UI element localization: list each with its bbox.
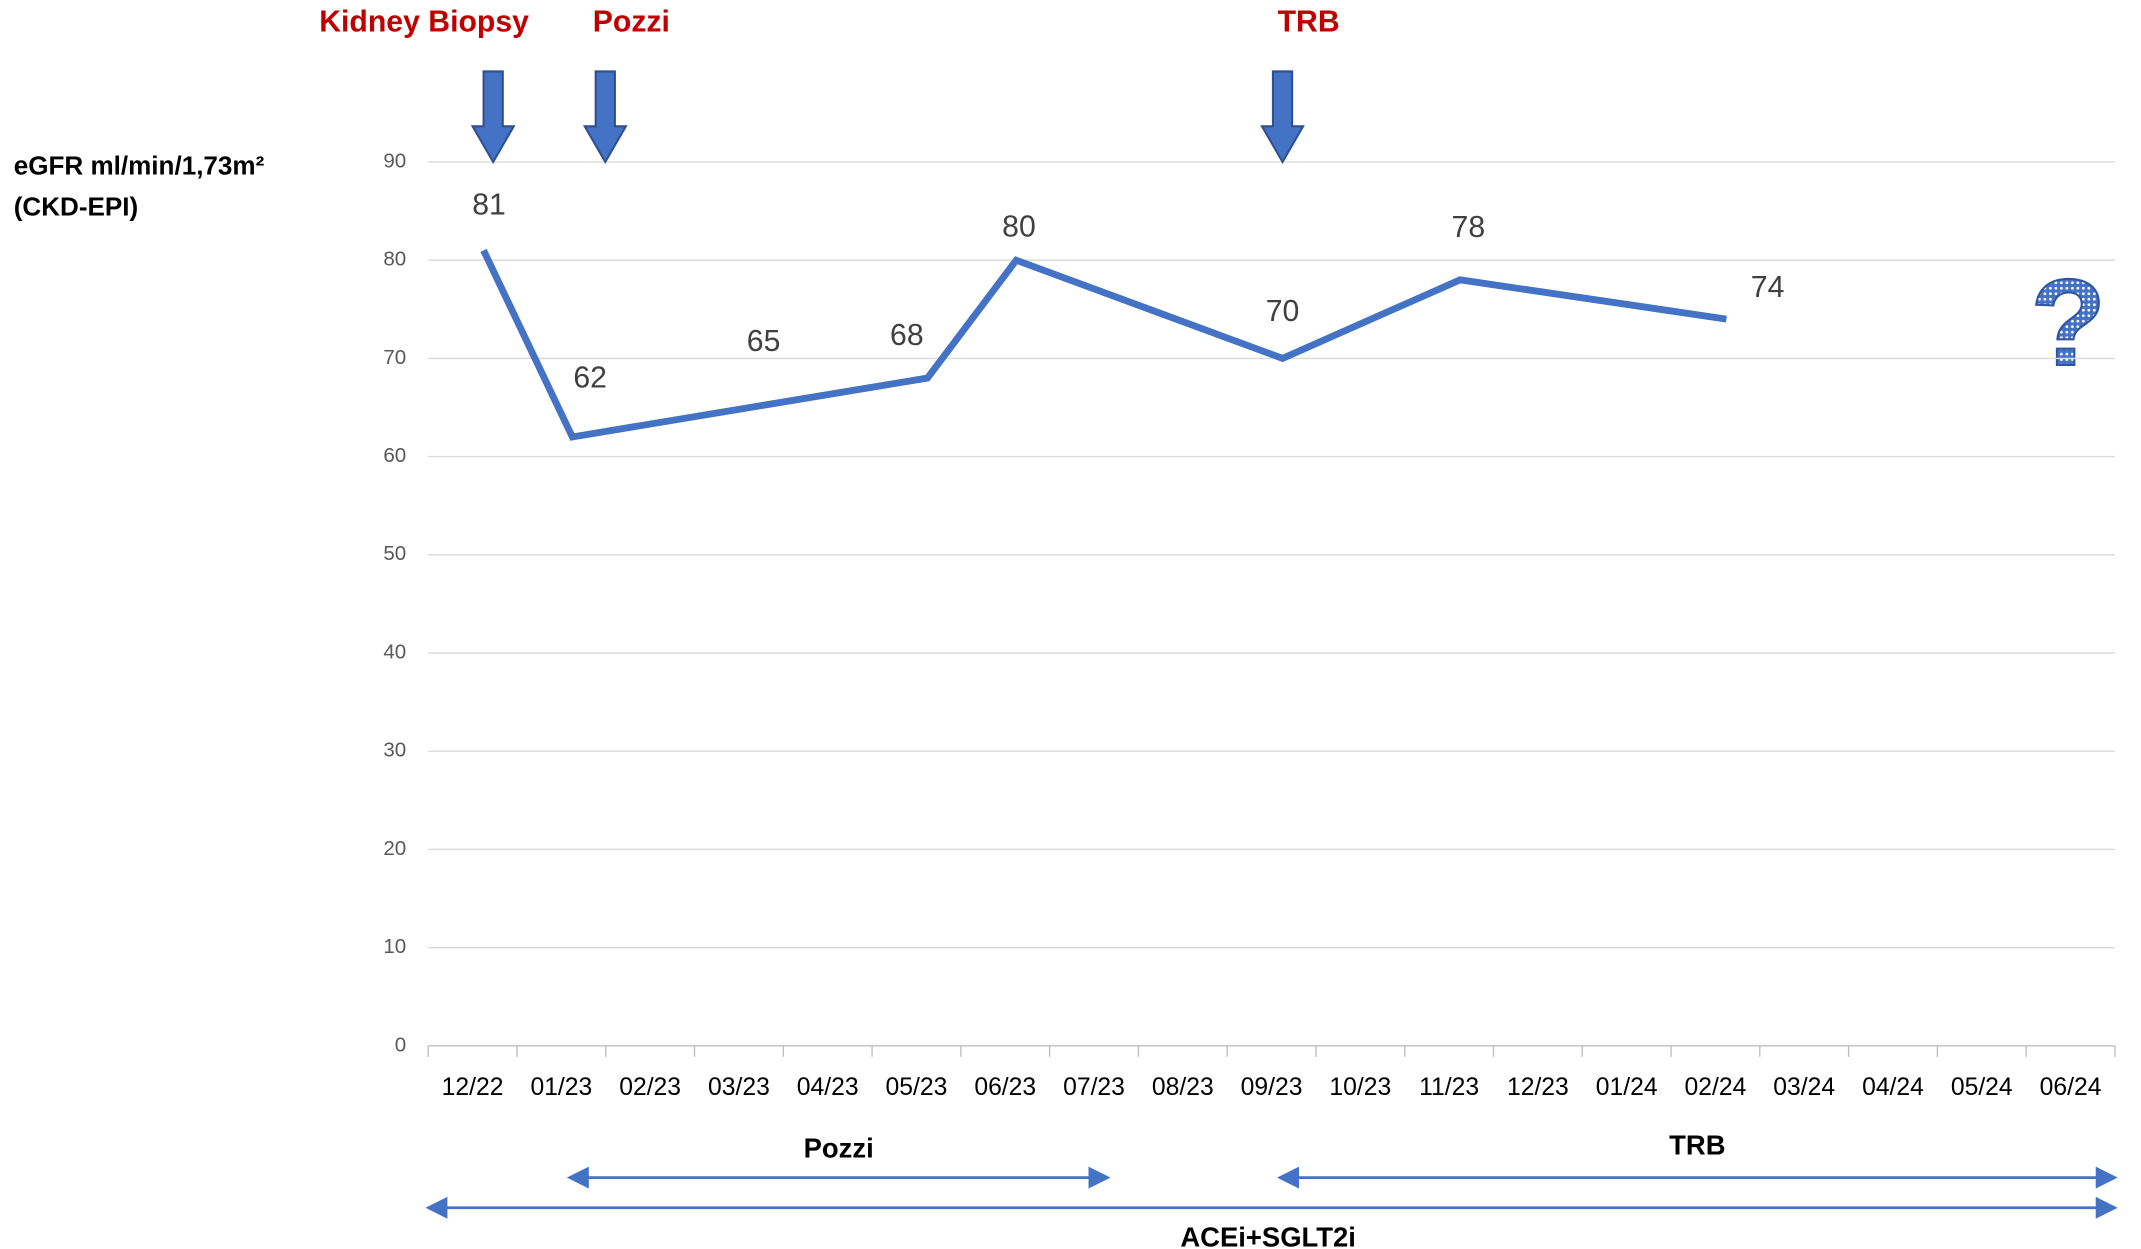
data-label: 68 [890,319,924,352]
x-tick-label: 01/23 [530,1074,592,1101]
x-tick-label: 04/23 [797,1074,859,1101]
x-tick-label: 08/23 [1152,1074,1214,1101]
y-tick-label: 60 [383,444,406,467]
y-tick-label: 50 [383,542,406,565]
x-tick-label: 12/23 [1507,1074,1569,1101]
x-tick-label: 02/24 [1685,1074,1747,1101]
event-arrow [470,70,516,165]
event-label: Pozzi [593,5,670,38]
data-label: 65 [747,325,781,358]
x-tick-label: 05/23 [886,1074,948,1101]
x-tick-label: 07/23 [1063,1074,1125,1101]
y-tick-label: 30 [383,739,406,762]
y-tick-label: 80 [383,248,406,271]
x-tick-label: 10/23 [1329,1074,1391,1101]
data-label: 80 [1002,211,1036,244]
y-axis-label: (CKD-EPI) [14,192,139,222]
y-tick-label: 0 [395,1033,406,1056]
data-line [480,248,1727,441]
x-tick-label: 03/23 [708,1074,770,1101]
y-tick-label: 90 [383,149,406,172]
period-label: Pozzi [804,1132,874,1163]
y-tick-label: 70 [383,346,406,369]
question-mark: ? [2031,254,2106,392]
event-label: TRB [1278,5,1340,38]
x-tick-label: 06/23 [974,1074,1036,1101]
x-tick-label: 04/24 [1862,1074,1924,1101]
data-label: 78 [1452,211,1486,244]
x-tick-label: 05/24 [1951,1074,2013,1101]
data-label: 74 [1751,271,1785,304]
x-tick-label: 11/23 [1419,1074,1479,1101]
y-tick-label: 40 [383,640,406,663]
event-arrow [1260,70,1305,165]
event-label: Kidney Biopsy [319,5,529,38]
x-tick-label: 06/24 [2040,1074,2102,1101]
x-tick-label: 01/24 [1596,1074,1658,1101]
period-label: ACEi+SGLT2i [1180,1222,1356,1249]
x-tick-label: 02/23 [619,1074,681,1101]
y-tick-label: 10 [383,935,406,958]
data-label: 81 [472,188,506,221]
data-label: 70 [1266,295,1300,328]
data-label: 62 [573,361,607,394]
y-axis-label: eGFR ml/min/1,73m² [14,150,265,180]
x-tick-label: 12/22 [442,1074,504,1101]
y-tick-label: 20 [383,837,406,860]
event-arrow [582,70,628,165]
period-label: TRB [1669,1130,1725,1161]
x-tick-label: 09/23 [1241,1074,1303,1101]
x-tick-label: 03/24 [1773,1074,1835,1101]
